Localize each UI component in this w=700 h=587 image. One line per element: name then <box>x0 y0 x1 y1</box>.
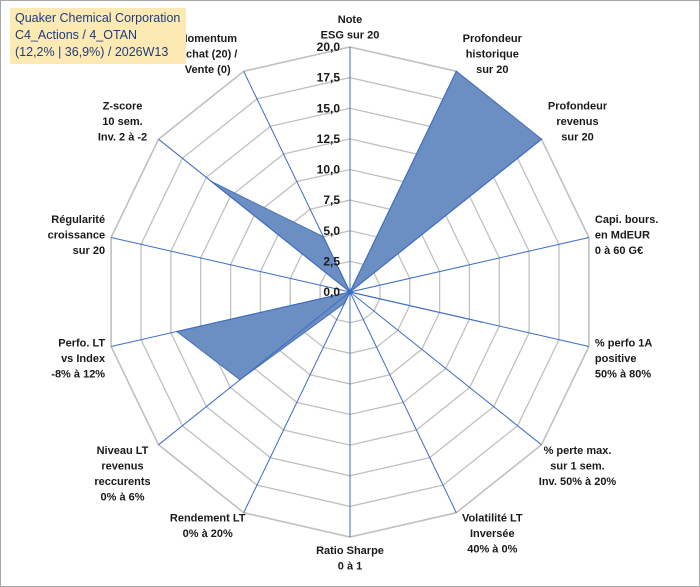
axis-label-7-line-0: Ratio Sharpe <box>316 545 384 557</box>
axis-label-10-line-0: Perfo. LT <box>58 337 105 349</box>
tick-label-0: 0,0 <box>323 285 340 299</box>
axis-spoke-1 <box>349 71 457 293</box>
radar-axes <box>110 47 590 537</box>
axis-label-1-line-0: Profondeur <box>463 33 523 45</box>
axis-label-13-line-1: Achat (20) / <box>178 48 237 60</box>
axis-label-5-line-2: Inv. 50% à 20% <box>539 476 617 488</box>
axis-label-5: % perte max. sur 1 sem. Inv. 50% à 20% <box>539 445 617 488</box>
axis-label-13-line-2: Vente (0) <box>185 64 231 76</box>
axis-label-4: % perfo 1A positive 50% à 80% <box>595 337 653 380</box>
axis-label-3-line-2: 0 à 60 G€ <box>595 245 643 257</box>
tick-label-3: 7,5 <box>323 193 340 207</box>
axis-label-6-line-1: Inversée <box>470 528 515 540</box>
tick-label-2: 5,0 <box>323 224 340 238</box>
axis-spoke-5 <box>349 291 542 446</box>
axis-label-2-line-0: Profondeur <box>548 101 608 113</box>
chart-title: Quaker Chemical Corporation C4_Actions /… <box>10 8 187 64</box>
axis-label-5-line-1: sur 1 sem. <box>550 460 604 472</box>
axis-label-8: Rendement LT 0% à 20% <box>170 513 246 541</box>
radar-tick-labels: 0,0 2,5 5,0 7,5 10,0 12,5 15,0 17,5 20,0 <box>317 40 341 299</box>
axis-label-4-line-1: positive <box>595 353 637 365</box>
axis-spoke-2 <box>349 138 542 293</box>
axis-label-2: Profondeur revenus sur 20 <box>548 101 608 144</box>
axis-label-7-line-1: 0 à 1 <box>338 561 362 573</box>
axis-label-9: Niveau LT revenus reccurents 0% à 6% <box>94 445 150 504</box>
axis-label-8-line-0: Rendement LT <box>170 513 246 525</box>
axis-label-11: Régularité croissance sur 20 <box>48 214 105 257</box>
axis-spoke-12 <box>158 138 351 293</box>
axis-label-9-line-0: Niveau LT <box>97 445 149 457</box>
axis-label-11-line-1: croissance <box>48 230 105 242</box>
axis-label-8-line-1: 0% à 20% <box>183 528 233 540</box>
axis-label-1-line-2: sur 20 <box>476 64 508 76</box>
axis-spoke-3 <box>349 237 590 293</box>
tick-label-7: 17,5 <box>317 71 341 85</box>
axis-label-3: Capi. bours. en MdEUR 0 à 60 G€ <box>595 214 659 257</box>
axis-label-11-line-2: sur 20 <box>73 245 105 257</box>
axis-spoke-11 <box>110 237 351 293</box>
axis-label-1-line-1: historique <box>466 48 519 60</box>
axis-label-10: Perfo. LT vs Index -8% à 12% <box>51 337 106 380</box>
axis-label-7: Ratio Sharpe 0 à 1 <box>316 545 384 573</box>
axis-label-6-line-0: Volatilité LT <box>462 513 523 525</box>
axis-label-1: Profondeur historique sur 20 <box>463 33 523 76</box>
axis-label-2-line-2: sur 20 <box>561 132 593 144</box>
axis-spoke-4 <box>349 291 590 347</box>
axis-spoke-6 <box>349 291 457 513</box>
axis-label-13-line-0: Momentum <box>178 33 237 45</box>
axis-label-4-line-2: 50% à 80% <box>595 368 651 380</box>
axis-spoke-8 <box>243 291 351 513</box>
axis-label-12-line-0: Z-score <box>103 101 143 113</box>
radar-series <box>175 70 543 381</box>
axis-label-9-line-3: 0% à 6% <box>100 491 144 503</box>
axis-label-6: Volatilité LT Inversée 40% à 0% <box>462 513 523 556</box>
axis-label-0-line-0: Note <box>338 14 362 26</box>
axis-label-0: Note ESG sur 20 <box>321 14 380 42</box>
axis-spoke-10 <box>110 291 351 347</box>
series-area <box>175 70 543 381</box>
axis-spoke-9 <box>158 291 351 446</box>
axis-label-3-line-1: en MdEUR <box>595 230 650 242</box>
tick-label-6: 15,0 <box>317 101 341 115</box>
title-line-company: Quaker Chemical Corporation <box>15 11 181 25</box>
radar-axis-labels: Note ESG sur 20 Profondeur historique sur 20… <box>48 14 659 573</box>
tick-label-1: 2,5 <box>323 254 340 268</box>
axis-label-10-line-1: vs Index <box>61 353 106 365</box>
axis-label-9-line-1: revenus <box>101 460 143 472</box>
tick-label-4: 10,0 <box>317 163 341 177</box>
axis-label-10-line-2: -8% à 12% <box>51 368 105 380</box>
axis-label-9-line-2: reccurents <box>94 476 150 488</box>
tick-label-8: 20,0 <box>317 40 341 54</box>
axis-label-13: Momentum Achat (20) / Vente (0) <box>178 33 237 76</box>
title-line-stats: (12,2% | 36,9%) / 2026W13 <box>15 45 169 59</box>
axis-label-6-line-2: 40% à 0% <box>467 544 517 556</box>
axis-label-12-line-2: Inv. 2 à -2 <box>98 132 147 144</box>
axis-label-11-line-0: Régularité <box>51 214 105 226</box>
title-line-category: C4_Actions / 4_OTAN <box>15 28 138 42</box>
axis-label-12: Z-score 10 sem. Inv. 2 à -2 <box>98 101 147 144</box>
axis-label-4-line-0: % perfo 1A <box>595 337 653 349</box>
axis-spoke-13 <box>243 71 351 293</box>
axis-label-3-line-0: Capi. bours. <box>595 214 659 226</box>
axis-label-2-line-1: revenus <box>556 116 598 128</box>
axis-label-12-line-1: 10 sem. <box>102 116 142 128</box>
axis-label-5-line-0: % perte max. <box>544 445 612 457</box>
axis-label-0-line-1: ESG sur 20 <box>321 30 380 42</box>
tick-label-5: 12,5 <box>317 132 341 146</box>
